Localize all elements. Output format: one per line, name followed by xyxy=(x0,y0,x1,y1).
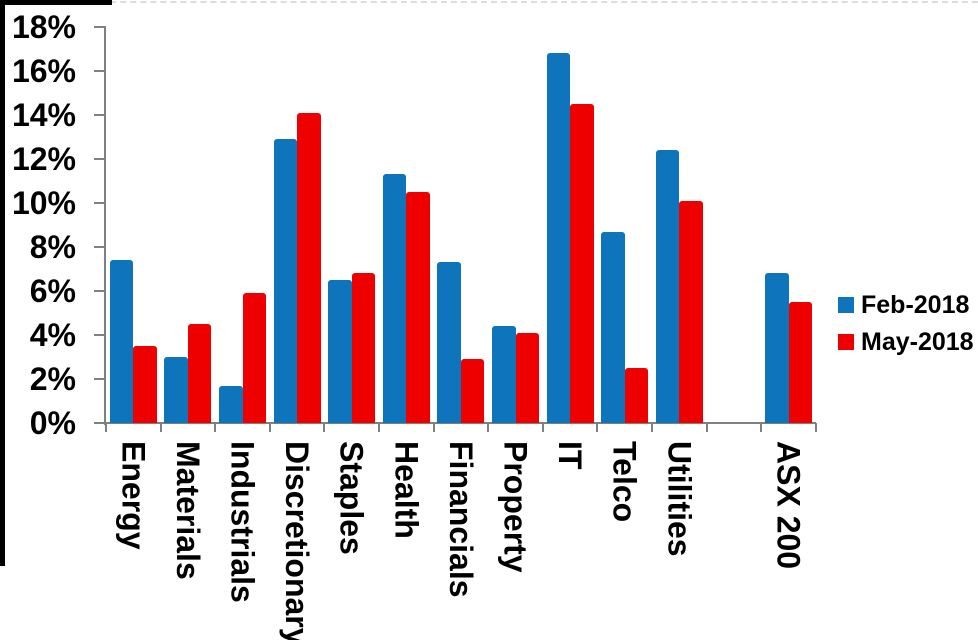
bar-feb-2018-it xyxy=(546,53,571,423)
x-axis-category-label: Telco xyxy=(606,441,643,523)
x-axis-tick xyxy=(323,423,326,432)
x-axis-category-label: Energy xyxy=(115,441,152,550)
bar-may-2018-financials xyxy=(460,359,485,423)
y-axis-tick-label: 16% xyxy=(11,53,76,89)
legend-swatch-may-2018 xyxy=(838,334,854,350)
bar-may-2018-telco xyxy=(624,368,649,423)
legend-swatch-feb-2018 xyxy=(838,297,854,313)
legend: Feb-2018 May-2018 xyxy=(838,290,974,357)
x-axis-category-label: Staples xyxy=(333,441,370,555)
y-axis-tick xyxy=(94,334,106,336)
x-axis-category-label: Materials xyxy=(169,441,206,580)
x-axis-tick xyxy=(651,423,653,432)
x-axis-category-label: Health xyxy=(388,441,425,539)
bar-may-2018-utilities xyxy=(679,200,703,423)
y-axis-tick xyxy=(94,422,106,424)
bar-feb-2018-discretionary xyxy=(273,139,298,423)
bar-feb-2018-financials xyxy=(437,262,461,423)
x-axis-category-label: Utilities xyxy=(661,441,698,557)
legend-item-may-2018: May-2018 xyxy=(838,327,974,357)
x-axis-tick xyxy=(432,423,435,432)
bar-feb-2018-utilities xyxy=(655,150,680,423)
bar-may-2018-it xyxy=(570,104,594,423)
x-axis-category-label: Financials xyxy=(442,441,479,598)
bar-feb-2018-asx-200 xyxy=(765,273,789,423)
y-axis-tick xyxy=(94,202,106,204)
y-axis-tick xyxy=(94,26,106,28)
x-axis-tick xyxy=(105,423,107,432)
x-axis-line xyxy=(106,422,816,424)
y-axis-tick-label: 10% xyxy=(11,185,76,221)
bar-feb-2018-property xyxy=(492,326,516,423)
x-axis-category-label: Property xyxy=(497,441,534,573)
x-axis-category-label: Industrials xyxy=(224,441,261,603)
y-axis-tick-label: 18% xyxy=(11,9,76,45)
x-axis-tick xyxy=(705,423,708,432)
x-axis-tick xyxy=(159,423,162,432)
x-axis-category-label: ASX 200 xyxy=(770,441,807,570)
y-axis-tick-label: 8% xyxy=(29,229,76,265)
bar-feb-2018-materials xyxy=(164,357,188,423)
legend-item-feb-2018: Feb-2018 xyxy=(838,290,974,320)
black-left-border-artifact xyxy=(0,0,5,566)
bar-may-2018-staples xyxy=(351,273,376,423)
x-axis-tick xyxy=(760,423,763,432)
bar-may-2018-health xyxy=(406,192,430,423)
y-axis-tick xyxy=(94,70,106,72)
y-axis-tick xyxy=(94,158,106,160)
bar-may-2018-asx-200 xyxy=(788,302,812,423)
black-top-border-artifact xyxy=(0,0,112,5)
bar-may-2018-materials xyxy=(187,324,212,423)
x-axis-tick xyxy=(814,423,817,432)
bar-feb-2018-telco xyxy=(601,231,625,423)
y-axis-tick-label: 14% xyxy=(11,97,76,133)
y-axis-tick-label: 12% xyxy=(11,141,76,177)
x-axis-tick xyxy=(214,423,217,432)
y-axis-tick-label: 2% xyxy=(29,361,76,397)
bar-feb-2018-health xyxy=(382,174,407,423)
y-axis-tick xyxy=(94,378,106,380)
bar-may-2018-property xyxy=(515,332,539,423)
x-axis-tick xyxy=(541,423,544,432)
legend-label: May-2018 xyxy=(861,327,974,356)
x-axis-tick xyxy=(378,423,380,432)
bar-feb-2018-industrials xyxy=(219,385,243,423)
y-axis-tick xyxy=(94,246,106,248)
y-axis-tick-label: 0% xyxy=(29,405,76,441)
y-axis-tick xyxy=(94,290,106,292)
bar-may-2018-discretionary xyxy=(297,112,321,423)
bar-feb-2018-staples xyxy=(328,280,352,423)
bar-feb-2018-energy xyxy=(109,260,134,423)
y-axis-tick xyxy=(94,114,106,116)
y-axis-tick-label: 6% xyxy=(29,273,76,309)
bar-may-2018-industrials xyxy=(242,293,266,423)
y-axis-line xyxy=(104,27,106,425)
dashed-top-border-artifact xyxy=(0,1,978,3)
legend-label: Feb-2018 xyxy=(861,290,970,319)
x-axis-category-label: Discretionary xyxy=(279,441,316,640)
x-axis-tick xyxy=(487,423,490,432)
x-axis-tick xyxy=(268,423,271,432)
x-axis-tick xyxy=(596,423,599,432)
x-axis-category-label: IT xyxy=(552,441,589,470)
bar-may-2018-energy xyxy=(133,346,157,423)
y-axis-tick-label: 4% xyxy=(29,317,76,353)
